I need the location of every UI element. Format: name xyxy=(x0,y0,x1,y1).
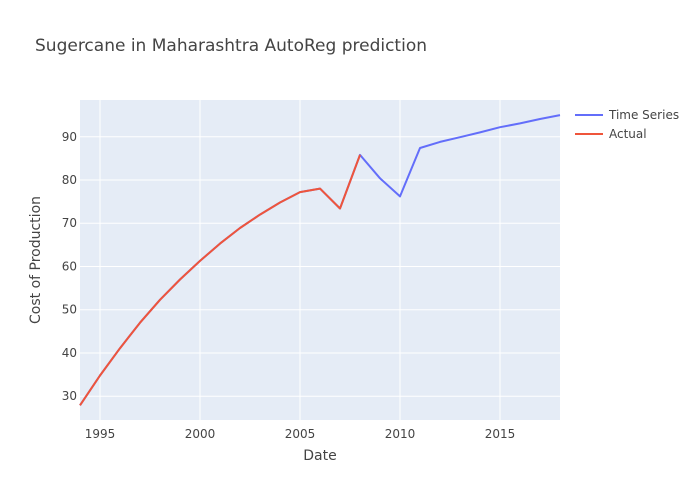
x-axis-label: Date xyxy=(303,448,336,464)
x-tick-label: 1995 xyxy=(85,427,116,441)
y-tick-label: 30 xyxy=(62,389,77,403)
y-tick-label: 50 xyxy=(62,303,77,317)
x-tick-label: 2010 xyxy=(385,427,416,441)
legend[interactable]: Time Series Actual xyxy=(575,108,679,141)
y-tick-label: 80 xyxy=(62,173,77,187)
legend-label: Actual xyxy=(609,127,647,141)
x-axis-ticks: 1995 2000 2005 2010 2015 xyxy=(85,427,516,441)
y-axis-ticks: 30 40 50 60 70 80 90 xyxy=(62,130,77,403)
y-tick-label: 70 xyxy=(62,216,77,230)
y-axis-label: Cost of Production xyxy=(28,196,44,324)
series-line-actual xyxy=(79,154,361,406)
legend-item-actual[interactable]: Actual xyxy=(575,127,647,141)
y-tick-label: 40 xyxy=(62,346,77,360)
series-lines xyxy=(79,114,561,406)
x-tick-label: 2005 xyxy=(285,427,316,441)
plot-area xyxy=(80,100,560,420)
x-tick-label: 2000 xyxy=(185,427,216,441)
grid-lines xyxy=(80,100,560,420)
legend-label: Time Series xyxy=(608,108,679,122)
legend-item-time-series[interactable]: Time Series xyxy=(575,108,679,122)
y-tick-label: 90 xyxy=(62,130,77,144)
chart-title: Sugercane in Maharashtra AutoReg predict… xyxy=(35,36,427,56)
x-tick-label: 2015 xyxy=(485,427,516,441)
y-tick-label: 60 xyxy=(62,259,77,273)
